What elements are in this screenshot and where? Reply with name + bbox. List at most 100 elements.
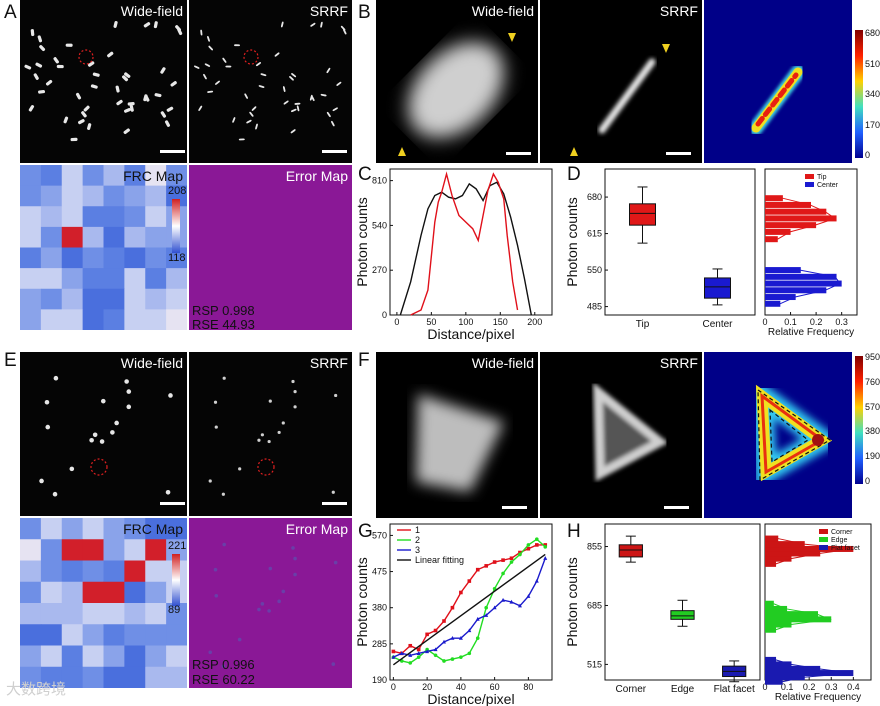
x-tick-label: 80 bbox=[523, 682, 533, 692]
y-tick-label: 380 bbox=[372, 603, 387, 613]
particle bbox=[124, 108, 131, 113]
y-axis-label: Photon counts bbox=[355, 197, 370, 287]
particle bbox=[291, 73, 297, 78]
heatmap-cell bbox=[40, 268, 63, 290]
x-tick-label: 0.3 bbox=[825, 682, 838, 692]
particle bbox=[53, 375, 59, 381]
heatmap-cell bbox=[145, 603, 167, 625]
panel-label-d: D bbox=[567, 164, 581, 185]
particle bbox=[154, 93, 162, 98]
particle bbox=[257, 607, 261, 612]
heatmap-cell bbox=[61, 247, 84, 269]
data-point bbox=[475, 636, 480, 640]
particle bbox=[334, 393, 338, 398]
particle bbox=[165, 489, 171, 495]
roi-circle bbox=[90, 458, 108, 476]
y-tick-label: 855 bbox=[587, 542, 602, 552]
category-label: Edge bbox=[671, 684, 695, 695]
x-tick-label: 0 bbox=[762, 682, 767, 692]
histogram-bar bbox=[765, 195, 783, 202]
y-tick-label: 680 bbox=[587, 192, 602, 202]
heatmap-cell bbox=[124, 226, 146, 248]
widefield-title: Wide-field bbox=[471, 355, 534, 371]
heatmap-cell bbox=[61, 165, 84, 187]
rse-value: RSE 60.22 bbox=[192, 672, 255, 687]
data-point bbox=[467, 651, 472, 656]
y-tick-label: 190 bbox=[372, 675, 387, 685]
x-tick-label: 0 bbox=[394, 317, 399, 327]
particle bbox=[260, 73, 267, 77]
box-corner bbox=[618, 544, 643, 558]
particle bbox=[83, 105, 90, 112]
data-point bbox=[492, 560, 497, 564]
heatmap-cell bbox=[166, 645, 187, 668]
fit-curve bbox=[775, 659, 852, 683]
heatmap-cell bbox=[82, 539, 104, 561]
roi-circle bbox=[78, 49, 94, 65]
panelA-widefield-image: Wide-field bbox=[20, 0, 187, 163]
arrow-marker bbox=[570, 147, 578, 156]
particle bbox=[164, 120, 171, 127]
panelA-error-map: Error Map bbox=[189, 165, 352, 330]
particle bbox=[291, 379, 295, 384]
heatmap-cell bbox=[124, 247, 146, 269]
data-point bbox=[509, 560, 514, 564]
particle bbox=[222, 57, 227, 63]
y-tick-label: 550 bbox=[587, 265, 602, 275]
particle bbox=[129, 104, 134, 112]
watermark: 大数跨境 bbox=[6, 681, 67, 698]
frc-colorbar bbox=[172, 199, 180, 253]
srrf-title: SRRF bbox=[659, 355, 698, 371]
y-tick-label: 0 bbox=[382, 310, 387, 320]
heatmap-cell bbox=[40, 645, 63, 668]
particle bbox=[340, 25, 346, 31]
particle bbox=[277, 599, 281, 604]
histogram-bar bbox=[765, 656, 777, 663]
heatmap-cell bbox=[145, 288, 167, 310]
category-label: Tip bbox=[636, 319, 650, 330]
roi-circle bbox=[257, 458, 275, 476]
histogram-bar bbox=[765, 545, 854, 552]
scale-bar bbox=[506, 152, 531, 155]
particle bbox=[170, 81, 177, 87]
particle bbox=[293, 556, 297, 561]
particle bbox=[92, 432, 98, 438]
box-edge bbox=[670, 610, 695, 620]
panelB-srrf-image: SRRF bbox=[540, 0, 702, 163]
data-point bbox=[518, 550, 522, 555]
frc-title: FRC Map bbox=[123, 168, 183, 184]
x-tick-label: 60 bbox=[490, 682, 500, 692]
data-point bbox=[535, 537, 539, 542]
legend-label: Linear fitting bbox=[415, 555, 464, 565]
particle bbox=[75, 92, 82, 100]
y-axis-label: Photon counts bbox=[355, 557, 370, 647]
particle bbox=[221, 492, 225, 496]
heatmap-cell bbox=[124, 268, 146, 290]
histogram-bar bbox=[765, 208, 827, 215]
heatmap-cell bbox=[82, 226, 104, 248]
error-spots bbox=[208, 542, 338, 668]
histogram-bar bbox=[765, 670, 854, 677]
srrf-title: SRRF bbox=[309, 355, 348, 371]
heatmap-cell bbox=[61, 666, 84, 688]
heatmap-cell bbox=[40, 288, 63, 310]
particle bbox=[225, 65, 232, 68]
particle bbox=[193, 65, 200, 69]
heatmap-cell bbox=[103, 165, 125, 187]
heatmap-cell bbox=[103, 560, 125, 583]
y-axis-label: Photon counts bbox=[565, 197, 580, 287]
heatmap-cell bbox=[20, 226, 42, 248]
heatmap-cell bbox=[61, 560, 84, 583]
data-point bbox=[543, 556, 548, 560]
heatmap-cell bbox=[61, 624, 84, 646]
heatmap-cell bbox=[61, 309, 84, 330]
heatmap-cell bbox=[103, 603, 125, 625]
heatmap-cell bbox=[166, 603, 187, 625]
particle bbox=[267, 609, 271, 613]
histogram-bar bbox=[765, 222, 817, 229]
heatmap-cell bbox=[82, 645, 104, 668]
particle bbox=[114, 420, 119, 426]
heatmap-cell bbox=[20, 185, 42, 207]
particle bbox=[113, 20, 118, 28]
particle bbox=[294, 102, 301, 105]
